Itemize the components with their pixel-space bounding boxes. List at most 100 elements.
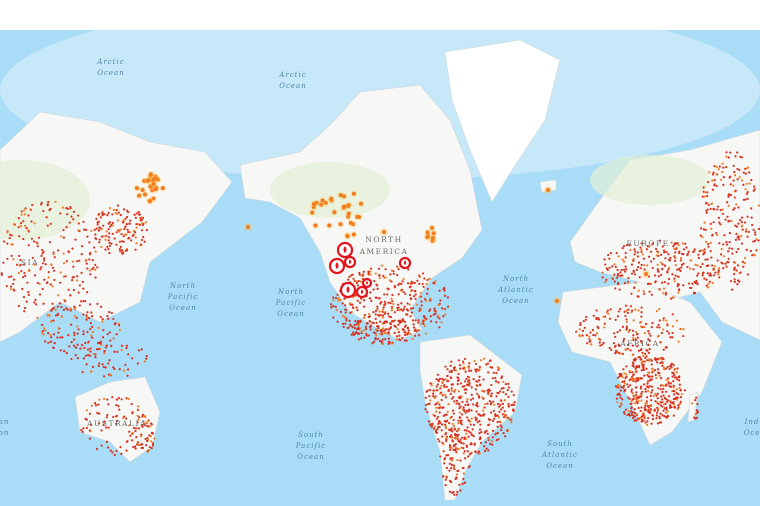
fire-hotspot[interactable]	[126, 374, 129, 377]
fire-hotspot[interactable]	[351, 232, 356, 237]
fire-hotspot[interactable]	[615, 397, 618, 400]
fire-hotspot[interactable]	[73, 315, 77, 318]
fire-hotspot[interactable]	[631, 344, 634, 347]
fire-hotspot[interactable]	[40, 248, 44, 252]
fire-hotspot[interactable]	[645, 400, 648, 403]
fire-hotspot[interactable]	[119, 250, 122, 253]
fire-hotspot[interactable]	[17, 226, 20, 229]
fire-hotspot[interactable]	[59, 349, 62, 352]
fire-hotspot[interactable]	[433, 307, 436, 310]
fire-hotspot[interactable]	[341, 322, 345, 325]
fire-hotspot[interactable]	[378, 274, 381, 277]
fire-hotspot[interactable]	[479, 359, 483, 362]
fire-hotspot[interactable]	[131, 439, 134, 442]
fire-hotspot[interactable]	[40, 203, 43, 206]
fire-hotspot[interactable]	[434, 312, 437, 315]
fire-hotspot[interactable]	[664, 257, 667, 260]
fire-hotspot[interactable]	[709, 274, 713, 277]
fire-hotspot[interactable]	[661, 405, 664, 408]
fire-hotspot[interactable]	[646, 349, 649, 352]
fire-hotspot[interactable]	[711, 281, 714, 284]
fire-hotspot[interactable]	[645, 396, 649, 399]
fire-hotspot[interactable]	[10, 275, 13, 278]
fire-hotspot[interactable]	[400, 302, 403, 305]
fire-hotspot[interactable]	[140, 187, 145, 192]
fire-hotspot[interactable]	[498, 405, 501, 408]
fire-hotspot[interactable]	[673, 367, 677, 371]
fire-hotspot[interactable]	[358, 271, 361, 275]
fire-hotspot[interactable]	[414, 334, 417, 337]
fire-hotspot[interactable]	[492, 371, 495, 374]
fire-hotspot[interactable]	[25, 300, 28, 303]
fire-hotspot[interactable]	[76, 343, 79, 346]
fire-hotspot[interactable]	[495, 371, 498, 375]
fire-hotspot[interactable]	[454, 434, 457, 437]
fire-hotspot[interactable]	[457, 390, 460, 393]
fire-hotspot[interactable]	[126, 215, 129, 219]
fire-hotspot[interactable]	[510, 404, 513, 407]
fire-hotspot[interactable]	[50, 309, 53, 312]
fire-hotspot[interactable]	[384, 302, 387, 305]
fire-hotspot[interactable]	[147, 419, 150, 422]
fire-hotspot[interactable]	[662, 394, 665, 397]
fire-hotspot[interactable]	[380, 332, 384, 336]
fire-hotspot[interactable]	[456, 382, 459, 386]
fire-hotspot[interactable]	[459, 459, 462, 462]
fire-hotspot[interactable]	[94, 356, 97, 359]
fire-hotspot[interactable]	[131, 234, 134, 238]
fire-hotspot[interactable]	[327, 223, 332, 228]
fire-hotspot[interactable]	[635, 366, 638, 369]
fire-hotspot[interactable]	[496, 431, 499, 435]
fire-hotspot[interactable]	[404, 292, 407, 295]
fire-hotspot[interactable]	[2, 240, 6, 243]
fire-hotspot[interactable]	[579, 323, 582, 327]
fire-hotspot[interactable]	[464, 481, 467, 484]
fire-hotspot[interactable]	[377, 327, 380, 330]
fire-hotspot[interactable]	[97, 348, 100, 351]
fire-hotspot[interactable]	[649, 334, 652, 337]
fire-hotspot[interactable]	[452, 444, 456, 447]
fire-hotspot[interactable]	[375, 321, 378, 324]
fire-hotspot[interactable]	[664, 415, 667, 419]
fire-hotspot[interactable]	[677, 393, 680, 396]
fire-hotspot[interactable]	[408, 303, 411, 306]
fire-hotspot[interactable]	[460, 446, 463, 449]
fire-hotspot[interactable]	[650, 293, 653, 296]
fire-hotspot[interactable]	[733, 266, 736, 269]
fire-hotspot[interactable]	[32, 240, 36, 243]
fire-hotspot[interactable]	[668, 384, 671, 388]
fire-hotspot[interactable]	[622, 368, 625, 371]
fire-hotspot[interactable]	[726, 215, 729, 218]
fire-hotspot[interactable]	[42, 327, 46, 330]
fire-hotspot[interactable]	[126, 440, 129, 443]
fire-hotspot[interactable]	[104, 346, 107, 349]
fire-hotspot[interactable]	[661, 398, 664, 401]
fire-hotspot[interactable]	[426, 292, 429, 295]
fire-hotspot[interactable]	[624, 265, 627, 268]
fire-hotspot[interactable]	[392, 272, 395, 275]
fire-hotspot[interactable]	[71, 276, 74, 279]
fire-hotspot[interactable]	[506, 429, 509, 432]
fire-hotspot[interactable]	[733, 174, 737, 177]
fire-hotspot[interactable]	[688, 267, 692, 270]
fire-hotspot[interactable]	[504, 393, 508, 396]
fire-hotspot[interactable]	[142, 420, 145, 423]
fire-hotspot[interactable]	[583, 326, 586, 329]
fire-hotspot[interactable]	[716, 233, 719, 237]
fire-hotspot[interactable]	[705, 264, 708, 268]
fire-hotspot[interactable]	[696, 411, 699, 414]
fire-hotspot[interactable]	[369, 291, 372, 294]
fire-hotspot[interactable]	[658, 356, 661, 360]
fire-hotspot[interactable]	[696, 282, 699, 285]
fire-hotspot[interactable]	[36, 281, 39, 285]
fire-hotspot[interactable]	[725, 240, 728, 244]
fire-hotspot[interactable]	[462, 466, 465, 470]
fire-hotspot[interactable]	[360, 332, 363, 335]
fire-hotspot[interactable]	[442, 475, 445, 478]
fire-hotspot[interactable]	[111, 221, 114, 225]
fire-hotspot[interactable]	[472, 397, 475, 400]
fire-hotspot[interactable]	[673, 403, 676, 406]
fire-hotspot[interactable]	[432, 389, 435, 392]
fire-hotspot[interactable]	[99, 342, 102, 345]
fire-hotspot[interactable]	[640, 377, 644, 380]
